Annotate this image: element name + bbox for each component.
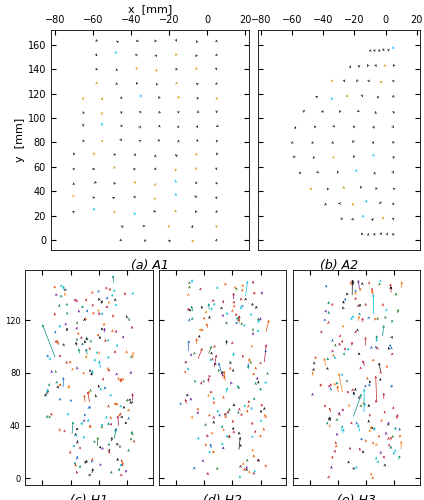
Text: (e) H3: (e) H3 [337,494,376,500]
Text: (a) A1: (a) A1 [131,259,169,272]
Y-axis label: y  [mm]: y [mm] [15,118,25,162]
X-axis label: x  [mm]: x [mm] [128,4,172,15]
Text: (d) H2: (d) H2 [203,494,242,500]
Text: (c) H1: (c) H1 [70,494,108,500]
Text: (b) A2: (b) A2 [320,259,358,272]
